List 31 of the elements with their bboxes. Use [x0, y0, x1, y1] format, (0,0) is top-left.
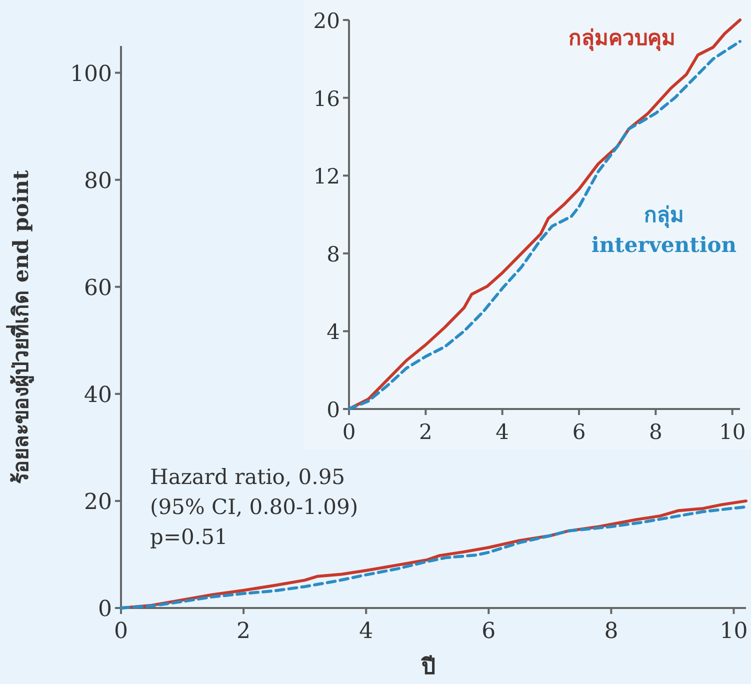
y-axis-title: ร้อยละของผู้ป่วยที่เกิด end point	[5, 170, 35, 484]
x-tick-label: 2	[418, 420, 432, 444]
x-tick-label: 4	[496, 420, 510, 444]
y-tick-label: 60	[84, 276, 112, 301]
y-tick-label: 12	[313, 164, 340, 189]
y-tick-label: 80	[84, 168, 112, 194]
y-tick-label: 20	[313, 9, 340, 33]
x-tick-label: 10	[720, 619, 748, 644]
annotation: Hazard ratio, 0.95	[150, 465, 346, 489]
x-tick-label: 10	[718, 420, 746, 444]
y-tick-label: 0	[326, 398, 340, 422]
y-tick-label: 16	[313, 86, 340, 111]
y-tick-label: 20	[84, 490, 112, 515]
x-tick-label: 8	[604, 619, 618, 644]
series-label: กลุ่ม intervention	[591, 202, 737, 257]
x-tick-label: 8	[648, 420, 662, 444]
x-tick-label: 0	[342, 420, 356, 444]
y-tick-label: 8	[326, 242, 340, 266]
y-tick-label: 4	[326, 320, 340, 344]
x-tick-label: 2	[236, 619, 251, 644]
annotation: (95% CI, 0.80-1.09)	[150, 495, 358, 519]
x-tick-label: 0	[114, 619, 128, 644]
y-tick-label: 100	[70, 62, 112, 87]
y-tick-label: 0	[98, 597, 112, 622]
y-tick-label: 40	[84, 382, 112, 408]
x-tick-label: 6	[482, 619, 496, 644]
x-axis-title: ปี	[420, 654, 436, 680]
x-tick-label: 4	[359, 619, 374, 644]
annotation: p=0.51	[150, 525, 228, 549]
series-label: กลุ่มควบคุม	[568, 25, 676, 52]
x-tick-label: 6	[572, 420, 586, 444]
